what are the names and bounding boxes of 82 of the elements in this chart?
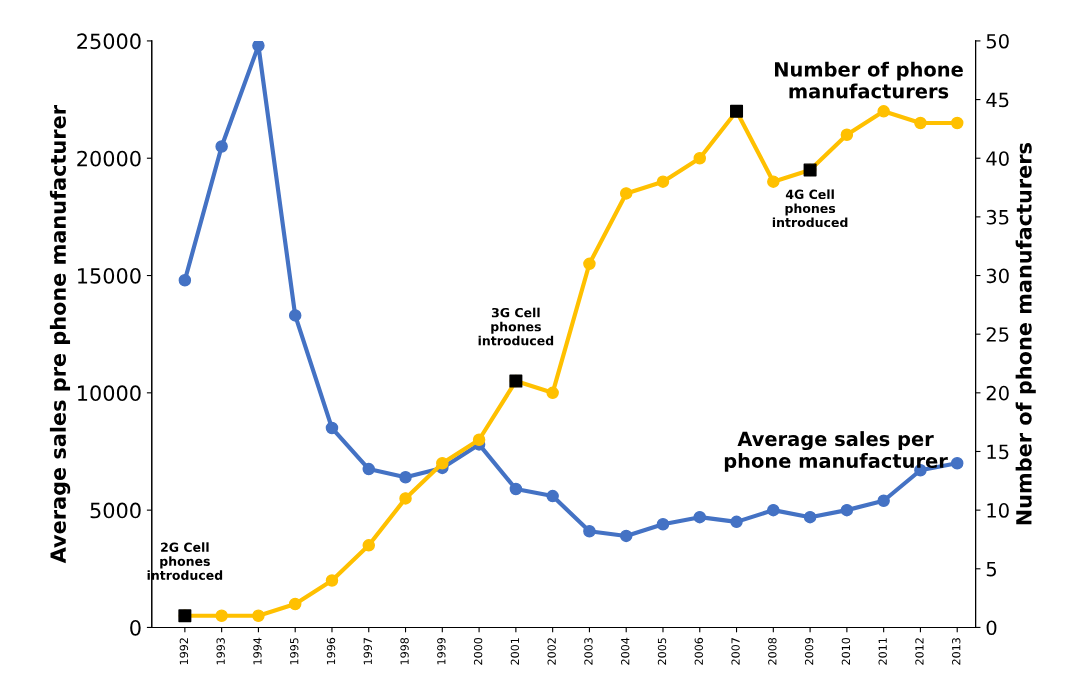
- y2-tick-label: 0: [986, 620, 997, 636]
- point: [546, 386, 559, 400]
- point: [693, 151, 707, 165]
- x-tick-label: 1996: [326, 637, 336, 665]
- annotation: 4G Cell phones introduced: [772, 189, 848, 228]
- point: [767, 175, 780, 188]
- x-tick-label: 1997: [363, 638, 372, 665]
- point: [914, 116, 927, 130]
- y2-tick-label: 50: [986, 33, 1009, 49]
- point: [877, 494, 890, 508]
- point: [950, 116, 964, 130]
- y-tick-label: 10000: [78, 385, 141, 402]
- point: [693, 510, 707, 524]
- point: [436, 456, 449, 470]
- x-tick-label: 1992: [179, 638, 189, 665]
- y2-axis-title: Number of phone manufacturers: [1015, 143, 1036, 525]
- x-tick-label: 1995: [290, 638, 299, 665]
- point: [362, 462, 376, 476]
- point: [288, 309, 302, 322]
- x-tick-label: 2012: [915, 638, 924, 665]
- point: [509, 482, 523, 496]
- point: [215, 609, 228, 622]
- point: [325, 421, 339, 435]
- series-label: Average sales per phone manufacturer: [724, 431, 948, 472]
- y2-tick-label: 35: [986, 209, 1009, 225]
- annotation: 3G Cell phones introduced: [478, 307, 554, 346]
- point: [840, 128, 854, 142]
- y2-tick-label: 15: [987, 444, 1009, 460]
- x-tick-label: 1993: [216, 638, 225, 665]
- x-tick-label: 1994: [253, 637, 262, 665]
- x-tick-label: 2013: [952, 638, 961, 665]
- point: [619, 529, 633, 543]
- x-tick-label: 2001: [510, 638, 520, 665]
- point: [767, 503, 780, 517]
- y2-tick-label: 5: [986, 562, 996, 577]
- y-axis-title: Average sales pre phone manufacturer: [49, 105, 71, 564]
- point: [546, 489, 559, 503]
- x-tick-label: 2009: [804, 637, 814, 665]
- point: [656, 517, 670, 531]
- x-tick-label: 2002: [547, 638, 556, 665]
- y-tick-label: 15000: [78, 267, 141, 284]
- point: [472, 433, 486, 447]
- y-tick-label: 0: [130, 619, 141, 636]
- x-tick-label: 2011: [878, 638, 887, 665]
- point: [399, 492, 412, 505]
- x-tick-label: 2004: [621, 637, 630, 665]
- x-tick-label: 2006: [694, 637, 703, 665]
- point: [583, 257, 596, 271]
- point: [950, 456, 964, 470]
- y2-tick-label: 40: [986, 151, 1009, 166]
- point: [215, 140, 228, 153]
- x-tick-label: 1999: [437, 637, 446, 665]
- x-tick-label: 2008: [768, 637, 777, 665]
- point: [178, 273, 192, 287]
- x-tick-label: 2007: [731, 638, 740, 665]
- y-tick-label: 5000: [90, 502, 141, 519]
- x-tick-label: 2003: [584, 638, 593, 665]
- point: [362, 539, 376, 552]
- point: [252, 40, 265, 52]
- y2-tick-label: 20: [986, 385, 1009, 401]
- y-tick-label: 20000: [77, 150, 141, 167]
- point: [583, 525, 596, 538]
- x-tick-label: 2000: [473, 637, 483, 665]
- y2-tick-label: 10: [987, 503, 1009, 518]
- x-tick-label: 2005: [657, 638, 667, 665]
- point: [619, 187, 633, 200]
- point: [803, 510, 817, 524]
- x-tick-label: 1998: [400, 637, 409, 665]
- series-label: Number of phone manufacturers: [775, 61, 963, 99]
- x-tick-label: 2010: [841, 637, 851, 665]
- y2-tick-label: 45: [986, 92, 1009, 108]
- point: [399, 471, 412, 484]
- point: [325, 574, 339, 587]
- y2-tick-label: 30: [986, 268, 1009, 284]
- point: [840, 503, 854, 517]
- point: [288, 597, 302, 611]
- y2-tick-label: 25: [986, 327, 1009, 342]
- y-tick-label: 25000: [77, 33, 141, 50]
- point: [877, 105, 890, 118]
- point: [730, 515, 743, 529]
- point: [656, 175, 670, 188]
- point: [252, 609, 265, 622]
